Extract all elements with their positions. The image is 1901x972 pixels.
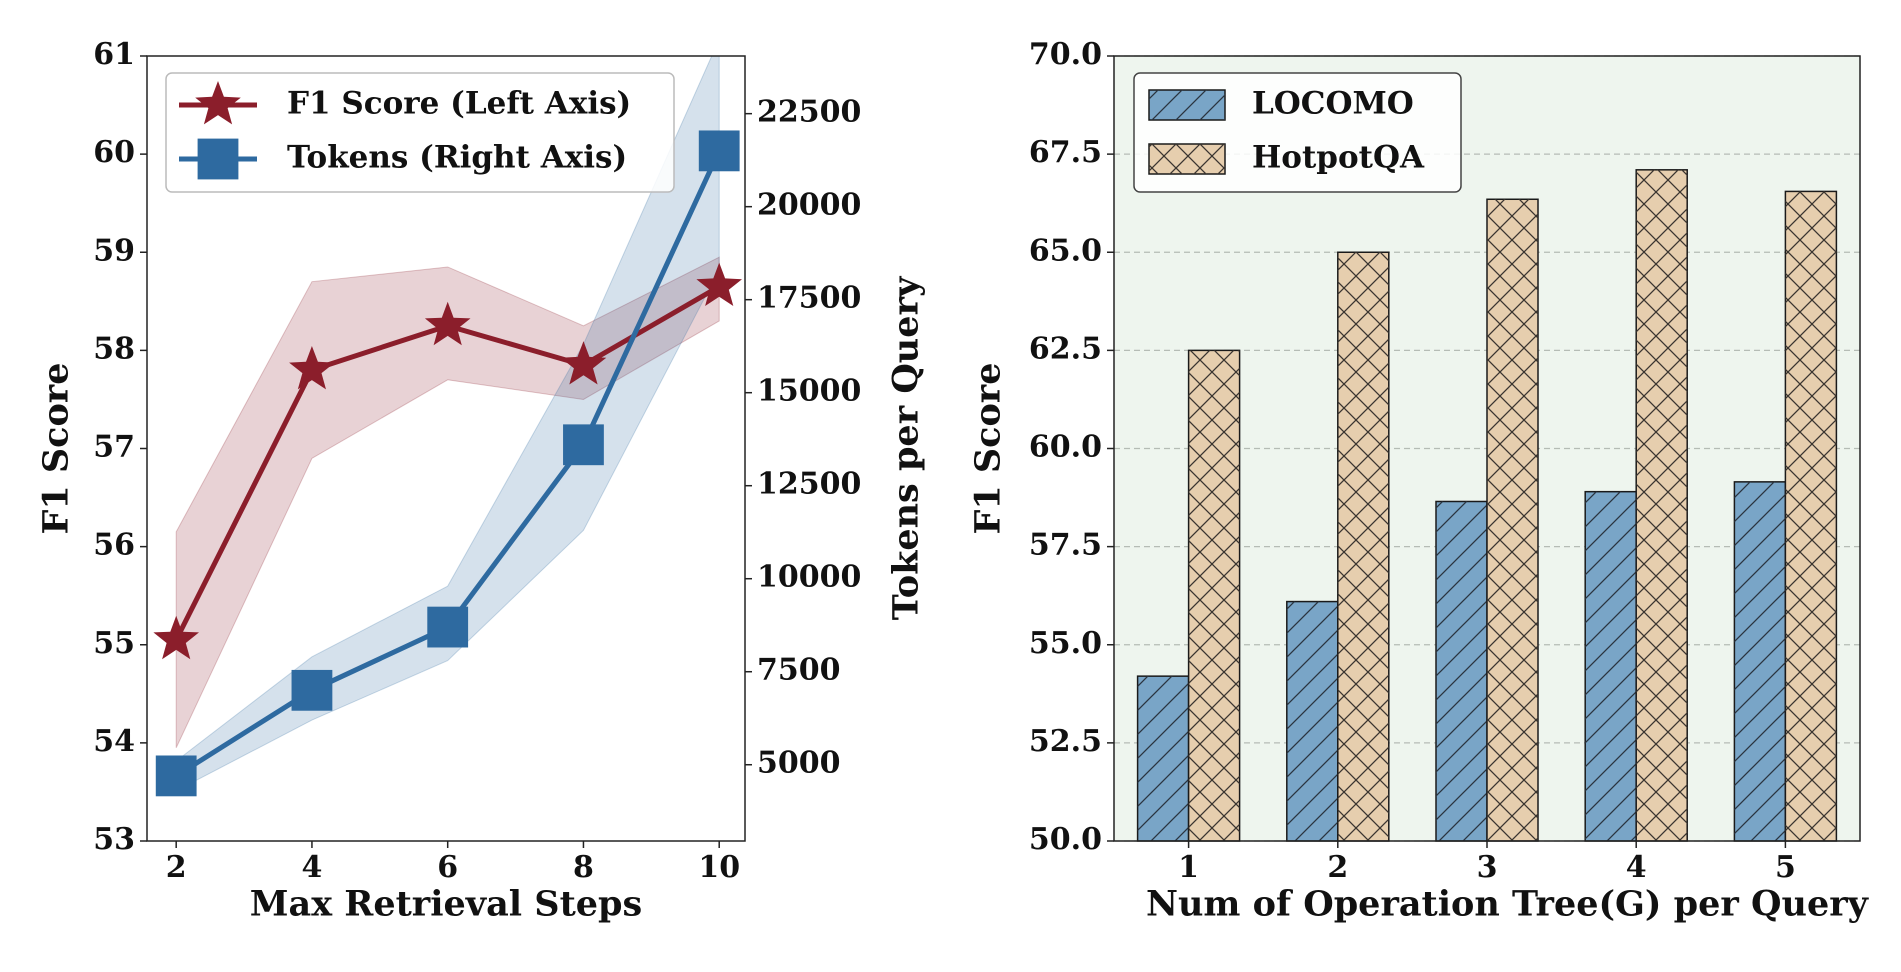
y-tick-label: 55 — [93, 626, 135, 661]
x-axis-label: Max Retrieval Steps — [250, 884, 642, 925]
legend-label: F1 Score (Left Axis) — [287, 86, 631, 122]
y-tick-label: 59 — [93, 233, 135, 268]
x-tick-label: 1 — [1178, 850, 1199, 885]
star-marker — [289, 346, 335, 390]
y2-tick-label: 10000 — [757, 560, 861, 595]
y-tick-label: 57 — [93, 430, 135, 465]
star-marker — [696, 262, 742, 306]
y2-axis-label: Tokens per Query — [886, 275, 927, 620]
y-tick-label: 65.0 — [1029, 233, 1102, 268]
square-marker — [563, 424, 604, 466]
bar-hatch — [1734, 481, 1786, 841]
y-tick-label: 61 — [93, 37, 135, 72]
x-axis-label: Num of Operation Tree(G) per Query — [1146, 884, 1870, 925]
bar-hatch — [1785, 191, 1837, 842]
y-tick-label: 52.5 — [1029, 724, 1102, 759]
legend-label: Tokens (Right Axis) — [287, 140, 627, 176]
star-marker — [560, 341, 607, 385]
y-tick-label: 70.0 — [1029, 37, 1102, 72]
y-tick-label: 56 — [93, 528, 135, 563]
legend-hatch — [1149, 90, 1225, 120]
y-tick-label: 53 — [93, 822, 135, 857]
star-marker — [195, 81, 241, 125]
legend-label: LOCOMO — [1252, 86, 1414, 122]
legend-hatch — [1149, 144, 1225, 174]
legend-label: HotpotQA — [1252, 140, 1425, 176]
x-tick-label: 4 — [302, 850, 323, 885]
x-tick-label: 2 — [1327, 850, 1348, 885]
y2-tick-label: 22500 — [757, 95, 861, 130]
bar-hatch — [1188, 350, 1240, 841]
y-tick-label: 62.5 — [1029, 331, 1102, 366]
axes-frame — [1113, 55, 1861, 842]
x-tick-label: 4 — [1626, 850, 1647, 885]
x-tick-label: 8 — [573, 850, 594, 885]
bar-hatch — [1337, 252, 1389, 841]
y2-tick-label: 7500 — [757, 653, 841, 688]
x-tick-label: 2 — [166, 850, 187, 885]
star-marker — [153, 615, 199, 660]
y2-tick-label: 12500 — [757, 467, 861, 502]
star-marker — [424, 301, 471, 346]
y-tick-label: 58 — [93, 331, 135, 366]
legend-box — [165, 72, 675, 193]
y-tick-label: 60 — [93, 135, 135, 170]
square-marker — [291, 669, 333, 711]
square-marker — [197, 138, 239, 180]
y-axis-label: F1 Score — [968, 362, 1009, 534]
square-marker — [698, 130, 740, 172]
bar-hatch — [1137, 676, 1189, 841]
bar-hatch — [1585, 491, 1637, 841]
y-tick-label: 57.5 — [1029, 528, 1102, 563]
bar-hatch — [1487, 199, 1538, 841]
square-marker — [427, 606, 469, 648]
y-tick-label: 55.0 — [1029, 626, 1102, 661]
square-marker — [155, 755, 197, 797]
y2-tick-label: 15000 — [757, 374, 861, 409]
x-tick-label: 10 — [698, 850, 740, 885]
x-tick-label: 6 — [437, 850, 458, 885]
bar-hatch — [1286, 601, 1338, 841]
y2-tick-label: 5000 — [757, 746, 841, 781]
bar-hatch — [1636, 169, 1688, 841]
y-tick-label: 60.0 — [1029, 430, 1102, 465]
y-tick-label: 67.5 — [1029, 135, 1102, 170]
y-tick-label: 50.0 — [1029, 822, 1102, 857]
y-axis-label: F1 Score — [36, 362, 77, 534]
bar-hatch — [1436, 501, 1487, 841]
y2-tick-label: 20000 — [757, 188, 861, 223]
x-tick-label: 3 — [1477, 850, 1498, 885]
y-tick-label: 54 — [93, 724, 135, 759]
x-tick-label: 5 — [1775, 850, 1796, 885]
y2-tick-label: 17500 — [757, 281, 861, 316]
